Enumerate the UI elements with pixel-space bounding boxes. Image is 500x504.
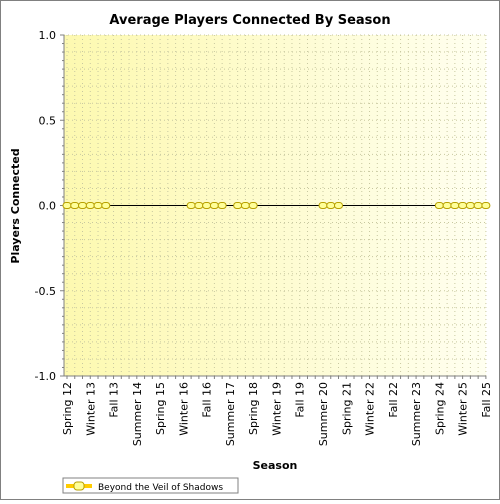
data-point (465, 202, 475, 209)
x-tick-label: Spring 24 (433, 382, 446, 435)
y-tick-label: -0.5 (35, 285, 56, 298)
data-point (450, 202, 460, 209)
data-point (62, 202, 72, 209)
data-point (458, 202, 468, 209)
data-point (209, 202, 219, 209)
data-point (248, 202, 258, 209)
x-tick-label: Winter 16 (177, 382, 190, 436)
y-tick-label: 0.5 (39, 114, 57, 127)
y-tick-label: 1.0 (39, 29, 57, 42)
data-point (70, 202, 80, 209)
data-point (217, 202, 227, 209)
data-point (93, 202, 103, 209)
data-point (202, 202, 212, 209)
x-tick-label: Spring 21 (340, 382, 353, 435)
x-tick-label: Fall 25 (480, 382, 493, 418)
data-point (85, 202, 95, 209)
legend-box (62, 477, 239, 494)
legend-label: Beyond the Veil of Shadows (98, 483, 223, 493)
data-point (194, 202, 204, 209)
legend: Beyond the Veil of Shadows (62, 477, 239, 494)
x-tick-label: Winter 19 (270, 382, 283, 436)
x-tick-label: Fall 22 (387, 382, 400, 418)
data-point (186, 202, 196, 209)
data-point (240, 202, 250, 209)
grid-lines (64, 34, 487, 377)
x-tick-label: Fall 19 (294, 382, 307, 418)
data-point (473, 202, 483, 209)
x-tick-label: Summer 20 (317, 382, 330, 446)
series-group (62, 202, 491, 209)
x-tick-label: Fall 13 (108, 382, 121, 418)
x-tick-label: Winter 13 (84, 382, 97, 436)
x-tick-label: Summer 17 (224, 382, 237, 446)
y-axis-label: Players Connected (9, 148, 22, 263)
legend-marker (73, 481, 85, 491)
data-point (326, 202, 336, 209)
data-point (334, 202, 344, 209)
x-tick-label: Summer 14 (131, 382, 144, 446)
data-point (318, 202, 328, 209)
data-point (233, 202, 243, 209)
data-point (101, 202, 111, 209)
chart-title: Average Players Connected By Season (109, 13, 390, 28)
data-point (481, 202, 491, 209)
x-axis-label: Season (253, 459, 298, 472)
y-tick-label: -1.0 (35, 370, 56, 383)
x-tick-label: Fall 16 (201, 382, 214, 418)
y-tick-label: 0.0 (39, 200, 57, 213)
data-point (434, 202, 444, 209)
x-tick-label: Winter 22 (364, 382, 377, 436)
x-tick-label: Spring 12 (61, 382, 74, 435)
y-axis: -1.0 -0.5 0.0 0.5 1.0 (35, 29, 65, 383)
x-tick-label: Spring 15 (154, 382, 167, 435)
x-tick-label: Winter 25 (457, 382, 470, 436)
data-point (78, 202, 88, 209)
x-tick-label: Summer 23 (410, 382, 423, 446)
data-point (442, 202, 452, 209)
x-tick-label: Spring 18 (247, 382, 260, 435)
x-axis: Spring 12 Winter 13 Fall 13 Summer 14 Spring… (61, 375, 493, 446)
